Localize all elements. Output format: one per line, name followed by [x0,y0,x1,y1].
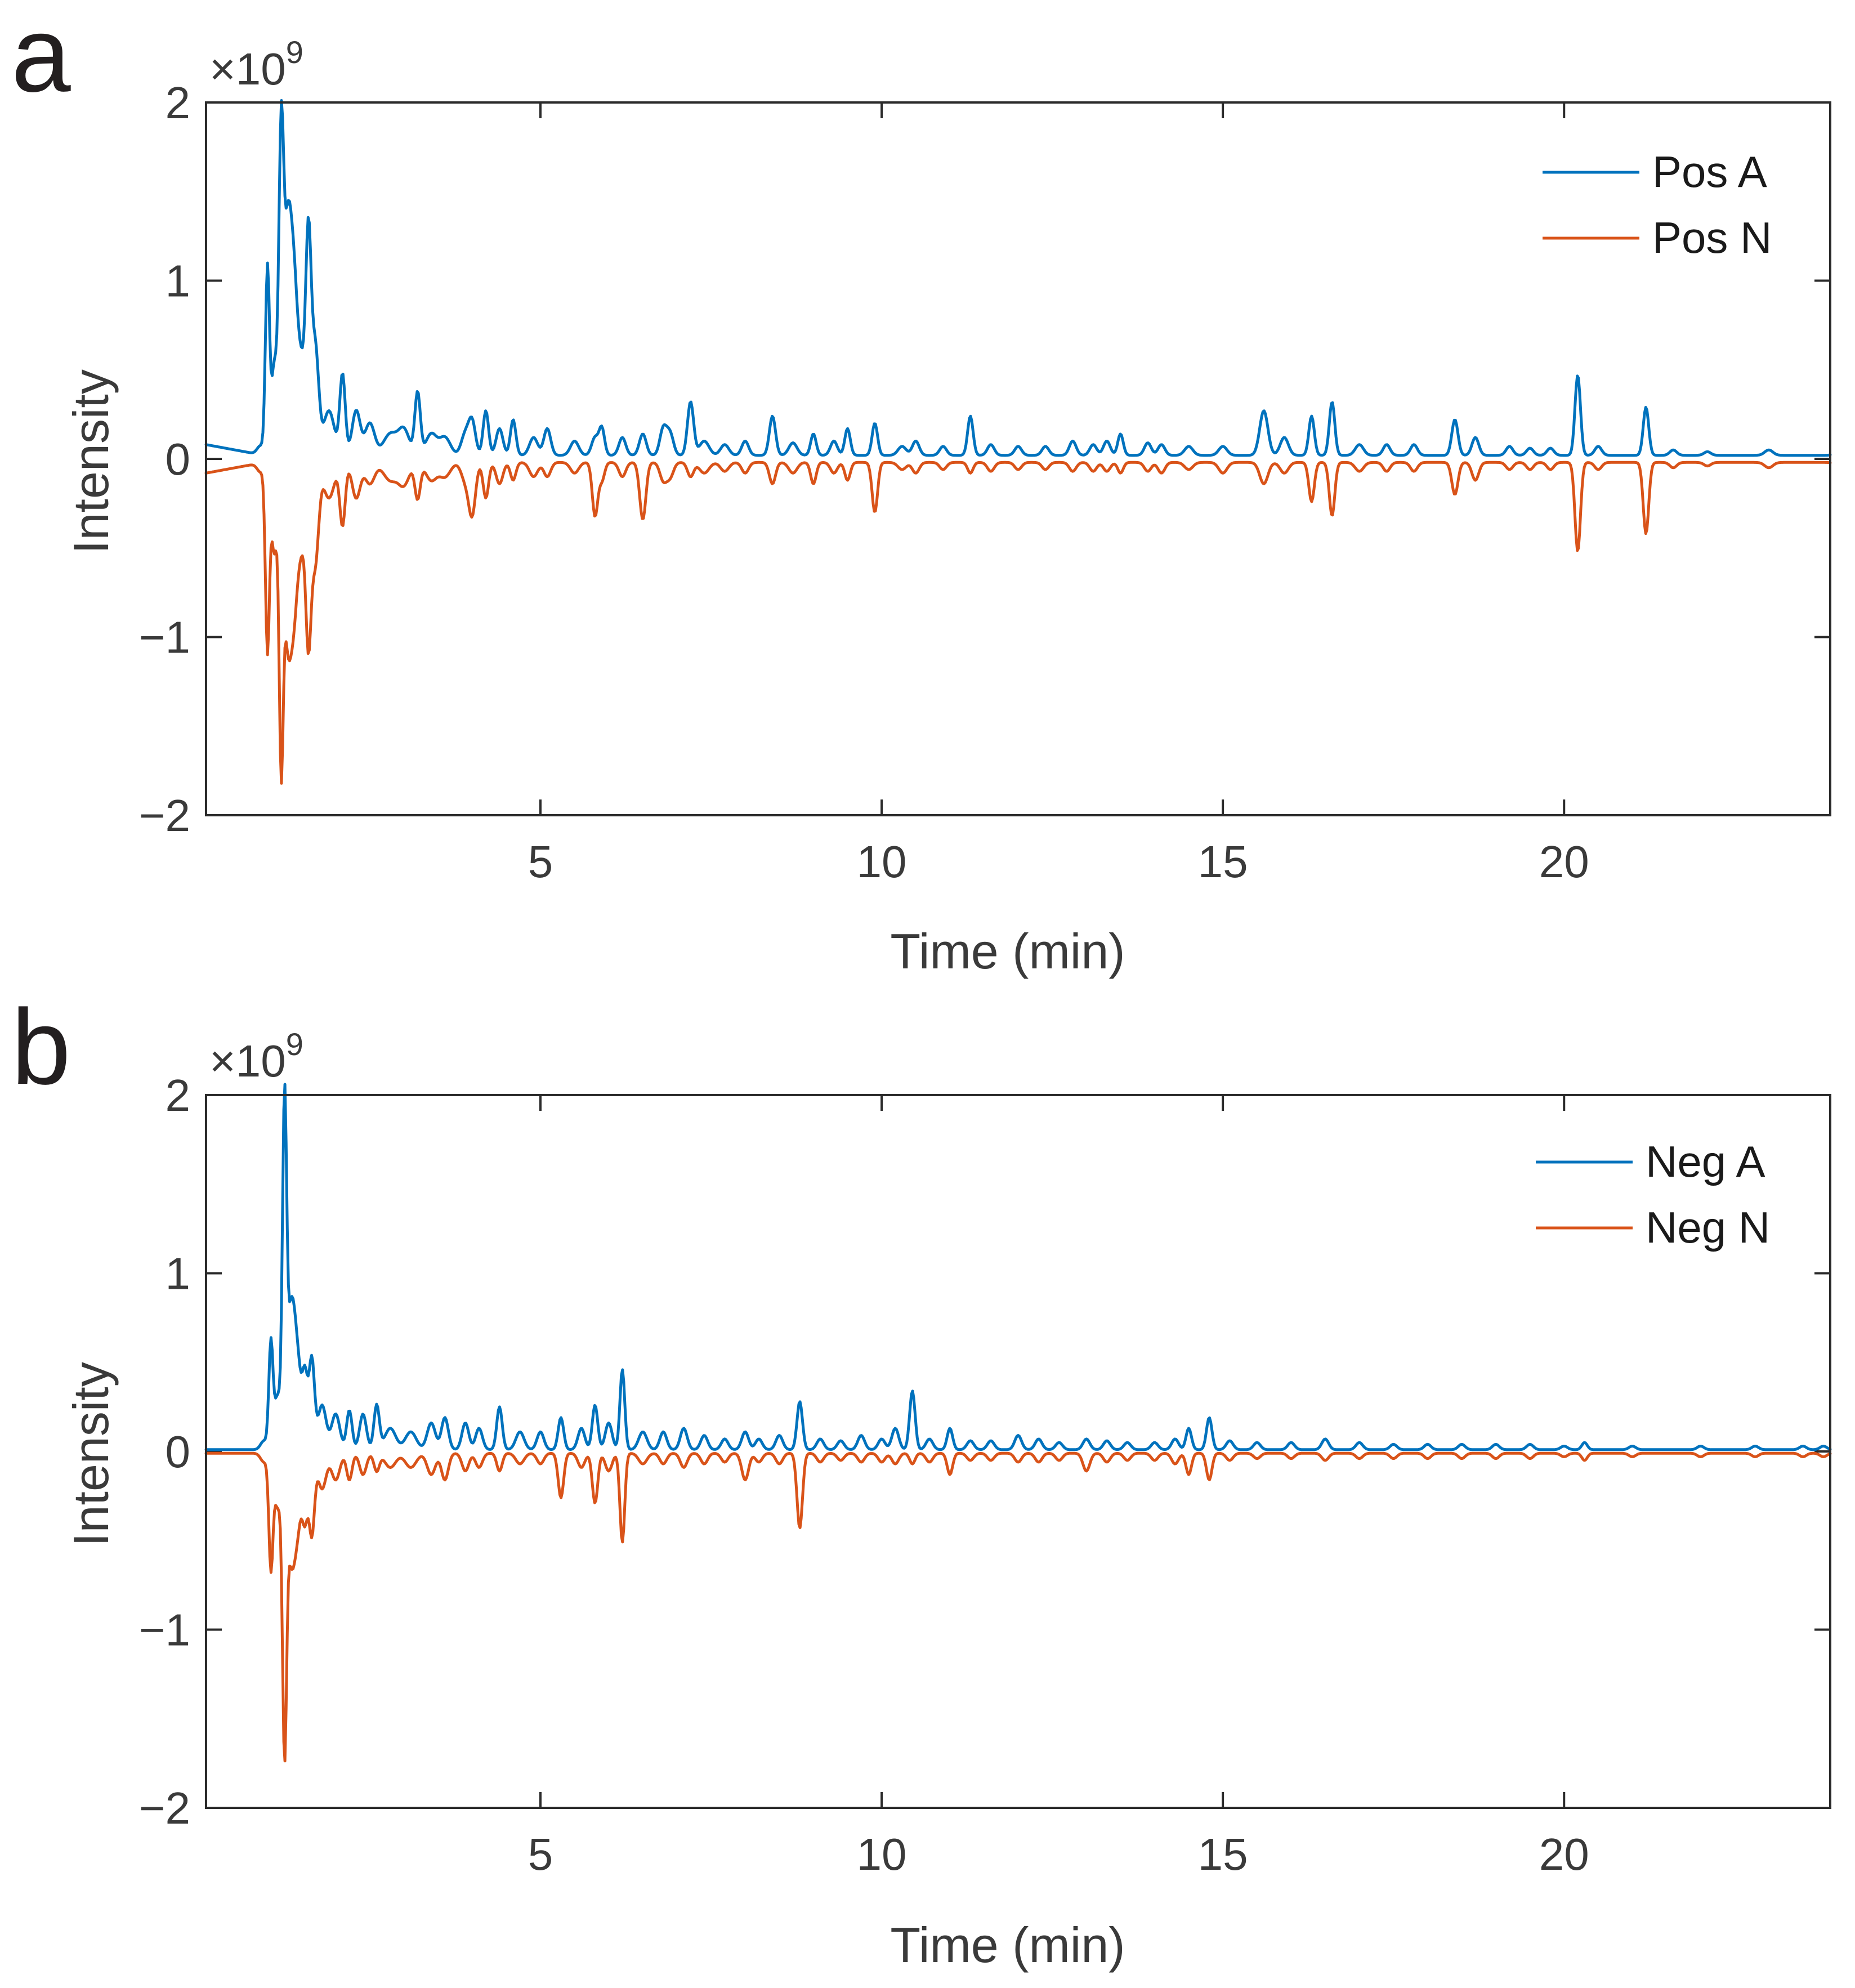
y-axis-label: Intensity [63,369,119,554]
panel-label: b [11,988,71,1107]
panel-label: a [11,0,71,114]
x-tick-label: 10 [857,1829,907,1879]
x-tick-label: 15 [1198,1829,1248,1879]
legend-label-pos-a: Pos A [1652,147,1767,196]
legend: Pos A Pos N [1543,147,1772,262]
y-tick-label: 0 [166,434,191,484]
axes-frame [205,101,1831,816]
x-axis-label: Time (min) [890,1917,1125,1973]
plot-area [204,99,1832,785]
series-line-pos-n [204,461,1832,785]
panel-b: b ×109 Intensity Time (min) 5 10 15 20 −2 −1 0… [11,988,1832,1973]
y-exponent: ×109 [209,1026,303,1086]
y-tick-label: −2 [139,1783,190,1833]
y-tick-label: −1 [139,1605,190,1655]
series-line-neg-n [204,1451,1832,1763]
tick-group [206,1094,1830,1809]
y-exponent: ×109 [209,34,303,94]
y-tick-label: 1 [166,256,191,306]
x-tick-label: 5 [528,837,553,887]
tick-label-group: 5 10 15 20 −2 −1 0 1 2 [139,1070,1589,1879]
x-tick-label: 20 [1539,837,1589,887]
legend-label-neg-a: Neg A [1646,1137,1765,1186]
y-tick-label: 2 [166,1070,191,1120]
plot-area [204,1083,1832,1763]
x-axis-label: Time (min) [890,923,1125,979]
legend-label-neg-n: Neg N [1646,1203,1770,1252]
y-tick-label: 0 [166,1427,191,1477]
x-tick-label: 20 [1539,1829,1589,1879]
x-tick-label: 10 [857,837,907,887]
tick-label-group: 5 10 15 20 −2 −1 0 1 2 [139,78,1589,887]
y-tick-label: 2 [166,78,191,128]
x-tick-label: 5 [528,1829,553,1879]
panel-a: a ×109 Intensity Time (min) 5 10 15 20 −2 −1 0… [11,0,1832,979]
series-line-pos-a [204,99,1832,457]
series-line-neg-a [204,1083,1832,1451]
axes-frame [205,1094,1831,1809]
legend: Neg A Neg N [1536,1137,1770,1252]
x-tick-label: 15 [1198,837,1248,887]
tick-group [206,101,1830,816]
y-tick-label: −1 [139,613,190,663]
y-tick-label: −2 [139,790,190,841]
legend-label-pos-n: Pos N [1652,213,1772,262]
y-axis-label: Intensity [63,1362,119,1547]
y-tick-label: 1 [166,1249,191,1299]
